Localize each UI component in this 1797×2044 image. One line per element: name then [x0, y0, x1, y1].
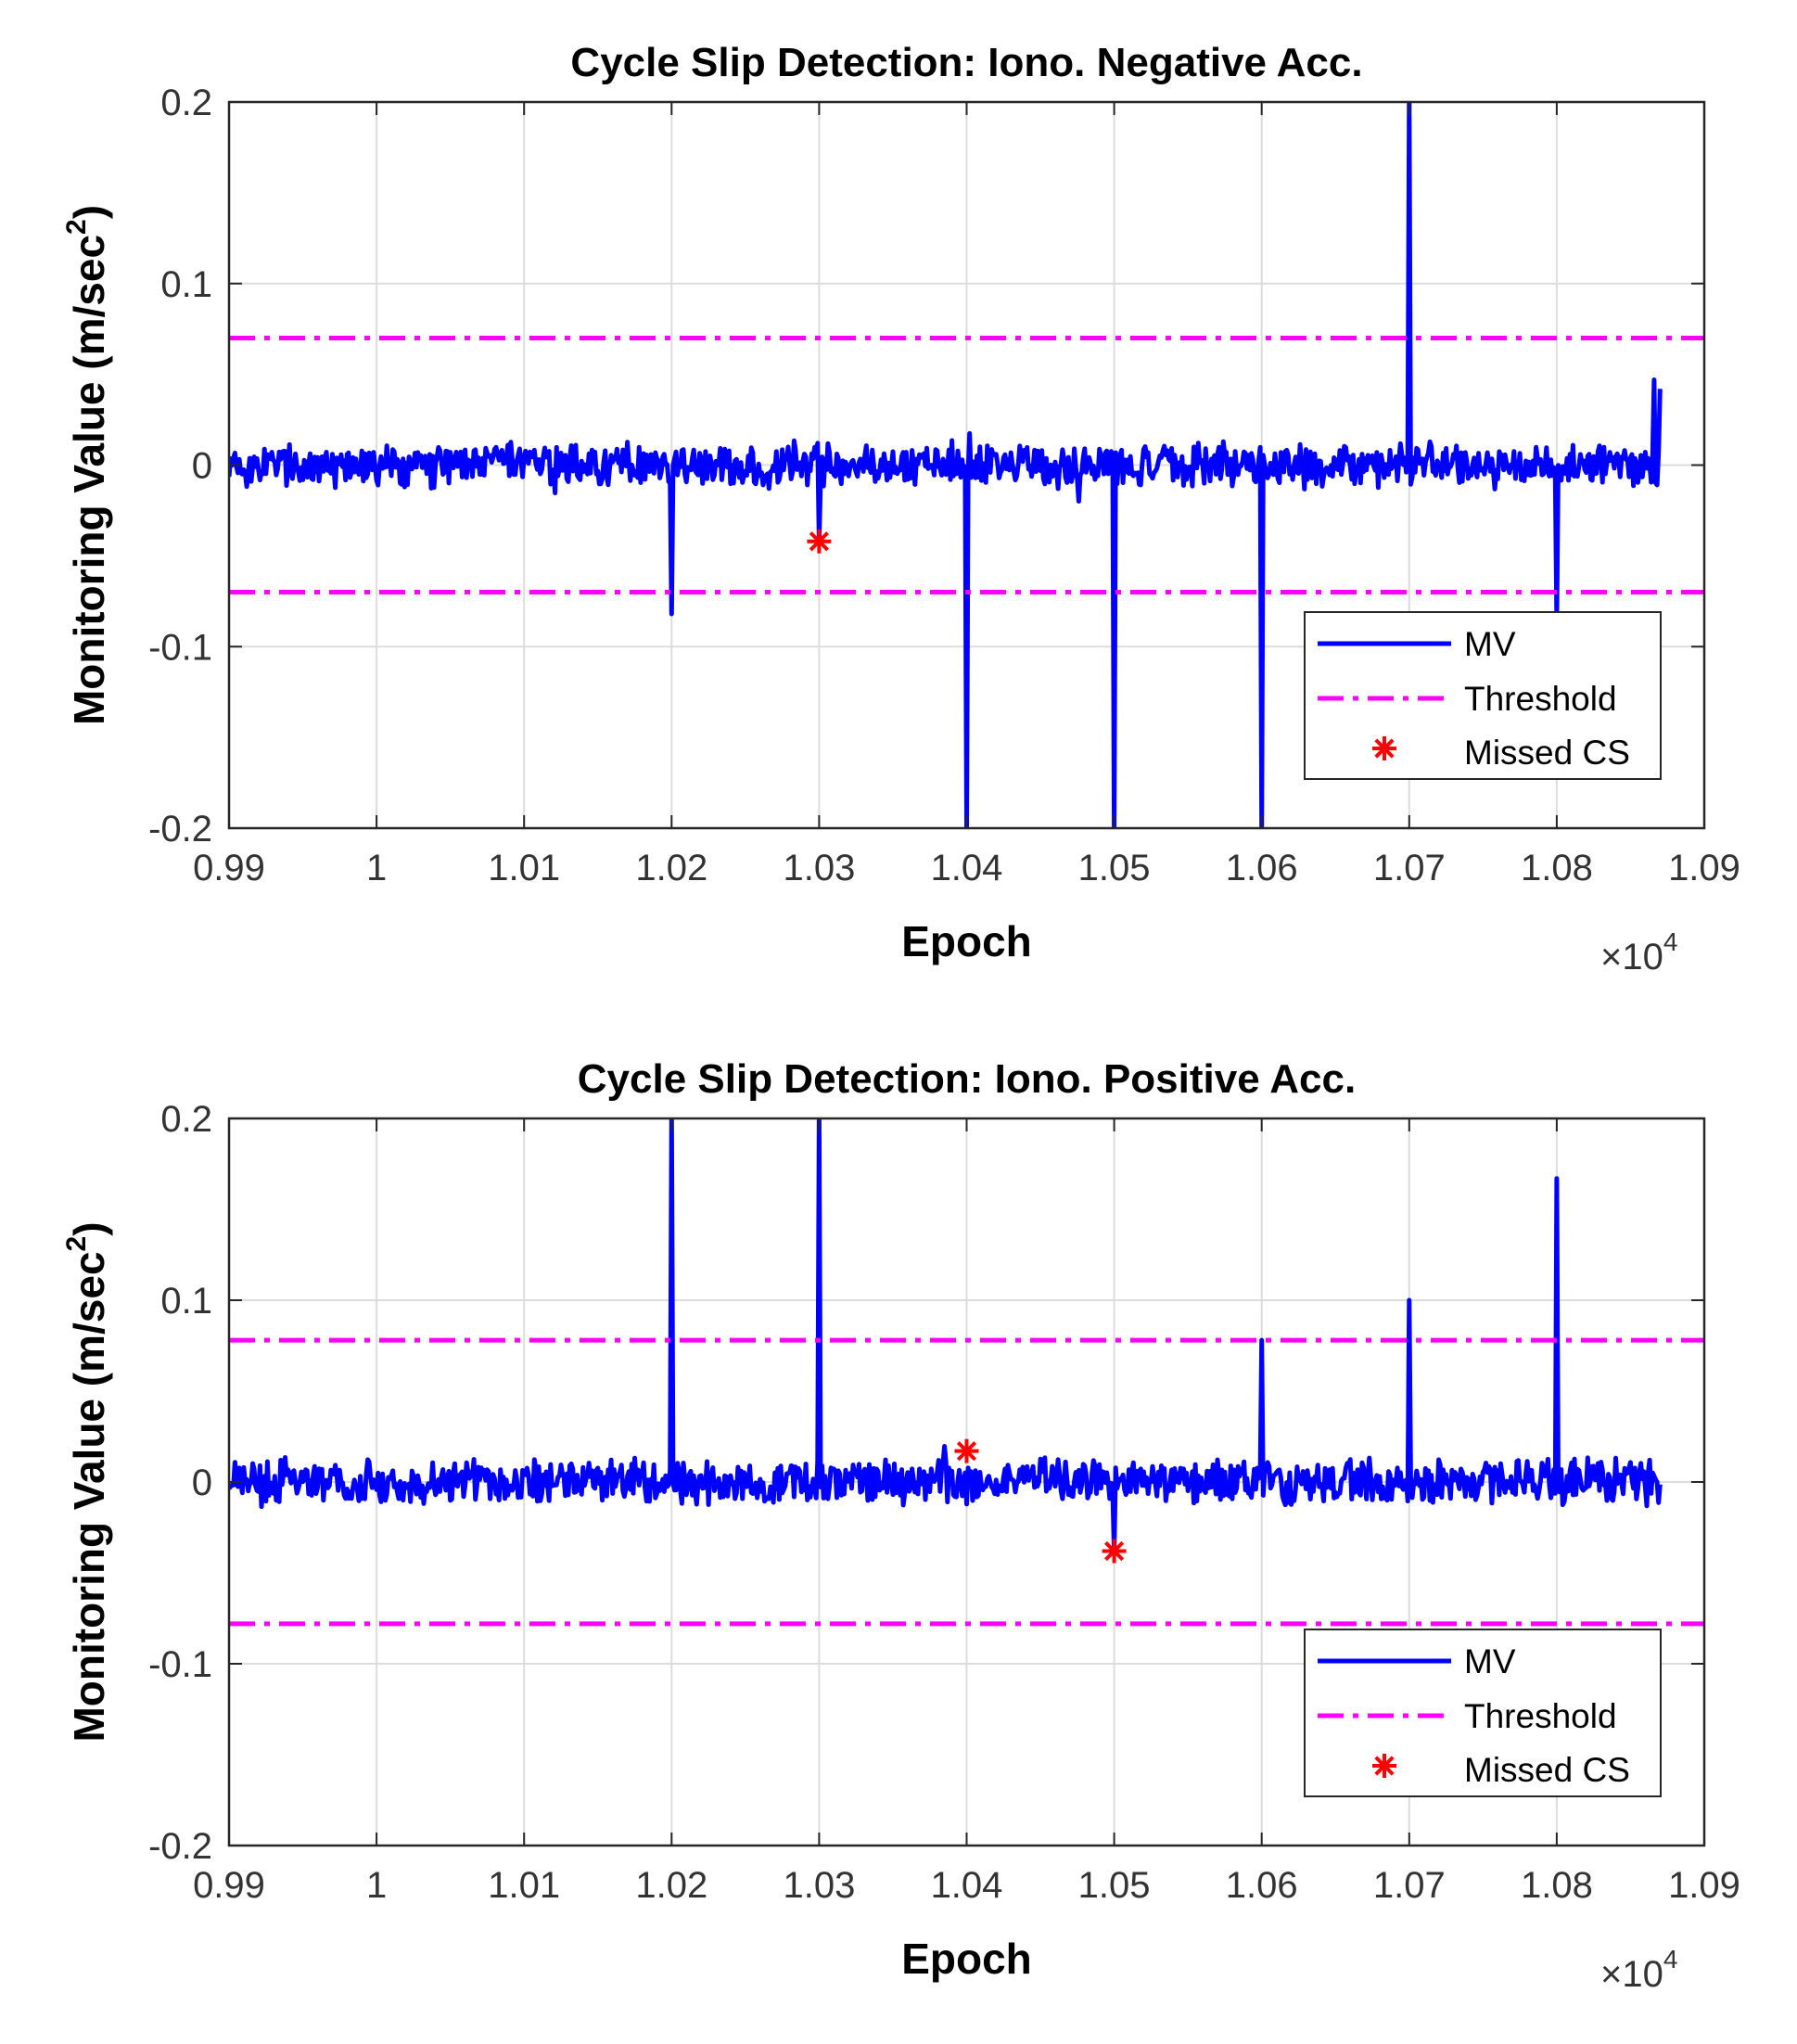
x-tick-label: 1.08	[1521, 1865, 1593, 1906]
legend-missed-swatch	[1372, 736, 1396, 760]
x-tick-label: 1.07	[1373, 848, 1446, 888]
legend-missed-label: Missed CS	[1464, 1751, 1630, 1789]
x-tick-label: 1	[366, 848, 387, 888]
x-tick-label: 1.03	[783, 1865, 855, 1906]
y-tick-label: 0.1	[160, 1281, 212, 1322]
y-tick-label: -0.1	[148, 627, 212, 668]
legend: MV Threshold Missed CS	[1304, 1629, 1662, 1797]
data-layer	[229, 102, 1704, 828]
x-tick-label: 1.03	[783, 848, 855, 888]
x-axis-multiplier: ×104	[1600, 927, 1677, 977]
legend-threshold-label: Threshold	[1464, 680, 1617, 718]
legend: MV Threshold Missed CS	[1304, 611, 1662, 780]
data-layer	[229, 1118, 1704, 1627]
legend-missed-label: Missed CS	[1464, 734, 1630, 772]
y-tick-label: -0.2	[148, 1826, 212, 1867]
x-tick-label: 1.09	[1668, 1865, 1740, 1906]
x-tick-label: 1.07	[1373, 1865, 1446, 1906]
x-tick-label: 1.02	[635, 1865, 707, 1906]
x-axis-label: Epoch	[901, 917, 1032, 965]
chart-title: Cycle Slip Detection: Iono. Negative Acc…	[570, 40, 1362, 85]
x-tick-label: 1.01	[488, 1865, 560, 1906]
legend-box	[1304, 611, 1662, 780]
x-axis-multiplier: ×104	[1600, 1945, 1677, 1995]
legend-mv-label: MV	[1464, 625, 1516, 663]
legend-missed-swatch	[1372, 1754, 1396, 1778]
legend-box	[1304, 1629, 1662, 1797]
y-tick-label: -0.1	[148, 1644, 212, 1685]
missed-cs-marker	[954, 1438, 979, 1463]
legend-mv-label: MV	[1464, 1642, 1516, 1680]
y-tick-label: 0	[192, 446, 212, 487]
y-tick-label: 0	[192, 1463, 212, 1503]
chart-title: Cycle Slip Detection: Iono. Positive Acc…	[578, 1056, 1356, 1102]
x-tick-label: 1.04	[931, 848, 1003, 888]
chart-panel-2: 0.99 1 1.01 1.02 1.03 1.04 1.05 1.06 1.07 1.08 1.0…	[61, 1056, 1740, 1995]
x-tick-label: 0.99	[193, 848, 265, 888]
x-tick-label: 1.08	[1521, 848, 1593, 888]
series-mv-line	[229, 1118, 1663, 1553]
y-axis-label: Monitoring Value (m/sec2)	[61, 1221, 113, 1742]
x-tick-label: 1.05	[1078, 1865, 1151, 1906]
x-tick-label: 1.01	[488, 848, 560, 888]
y-tick-label: 0.2	[160, 83, 212, 123]
x-axis-label: Epoch	[901, 1935, 1032, 1983]
x-tick-label: 1.02	[635, 848, 707, 888]
legend-threshold-label: Threshold	[1464, 1697, 1617, 1735]
y-tick-label: 0.1	[160, 264, 212, 305]
x-tick-label: 1	[366, 1865, 387, 1906]
y-axis-label: Monitoring Value (m/sec2)	[61, 205, 113, 725]
x-tick-label: 1.05	[1078, 848, 1151, 888]
series-mv-line	[229, 102, 1663, 828]
y-tick-label: 0.2	[160, 1099, 212, 1140]
x-tick-label: 1.06	[1226, 1865, 1298, 1906]
x-tick-label: 1.06	[1226, 848, 1298, 888]
x-tick-label: 1.09	[1668, 848, 1740, 888]
x-tick-label: 0.99	[193, 1865, 265, 1906]
y-tick-label: -0.2	[148, 809, 212, 850]
missed-cs-marker	[807, 529, 832, 554]
x-tick-label: 1.04	[931, 1865, 1003, 1906]
missed-cs-marker	[1102, 1539, 1127, 1564]
chart-panel-1: 0.99 1 1.01 1.02 1.03 1.04 1.05 1.06 1.07 1.08 1.0…	[61, 40, 1740, 977]
